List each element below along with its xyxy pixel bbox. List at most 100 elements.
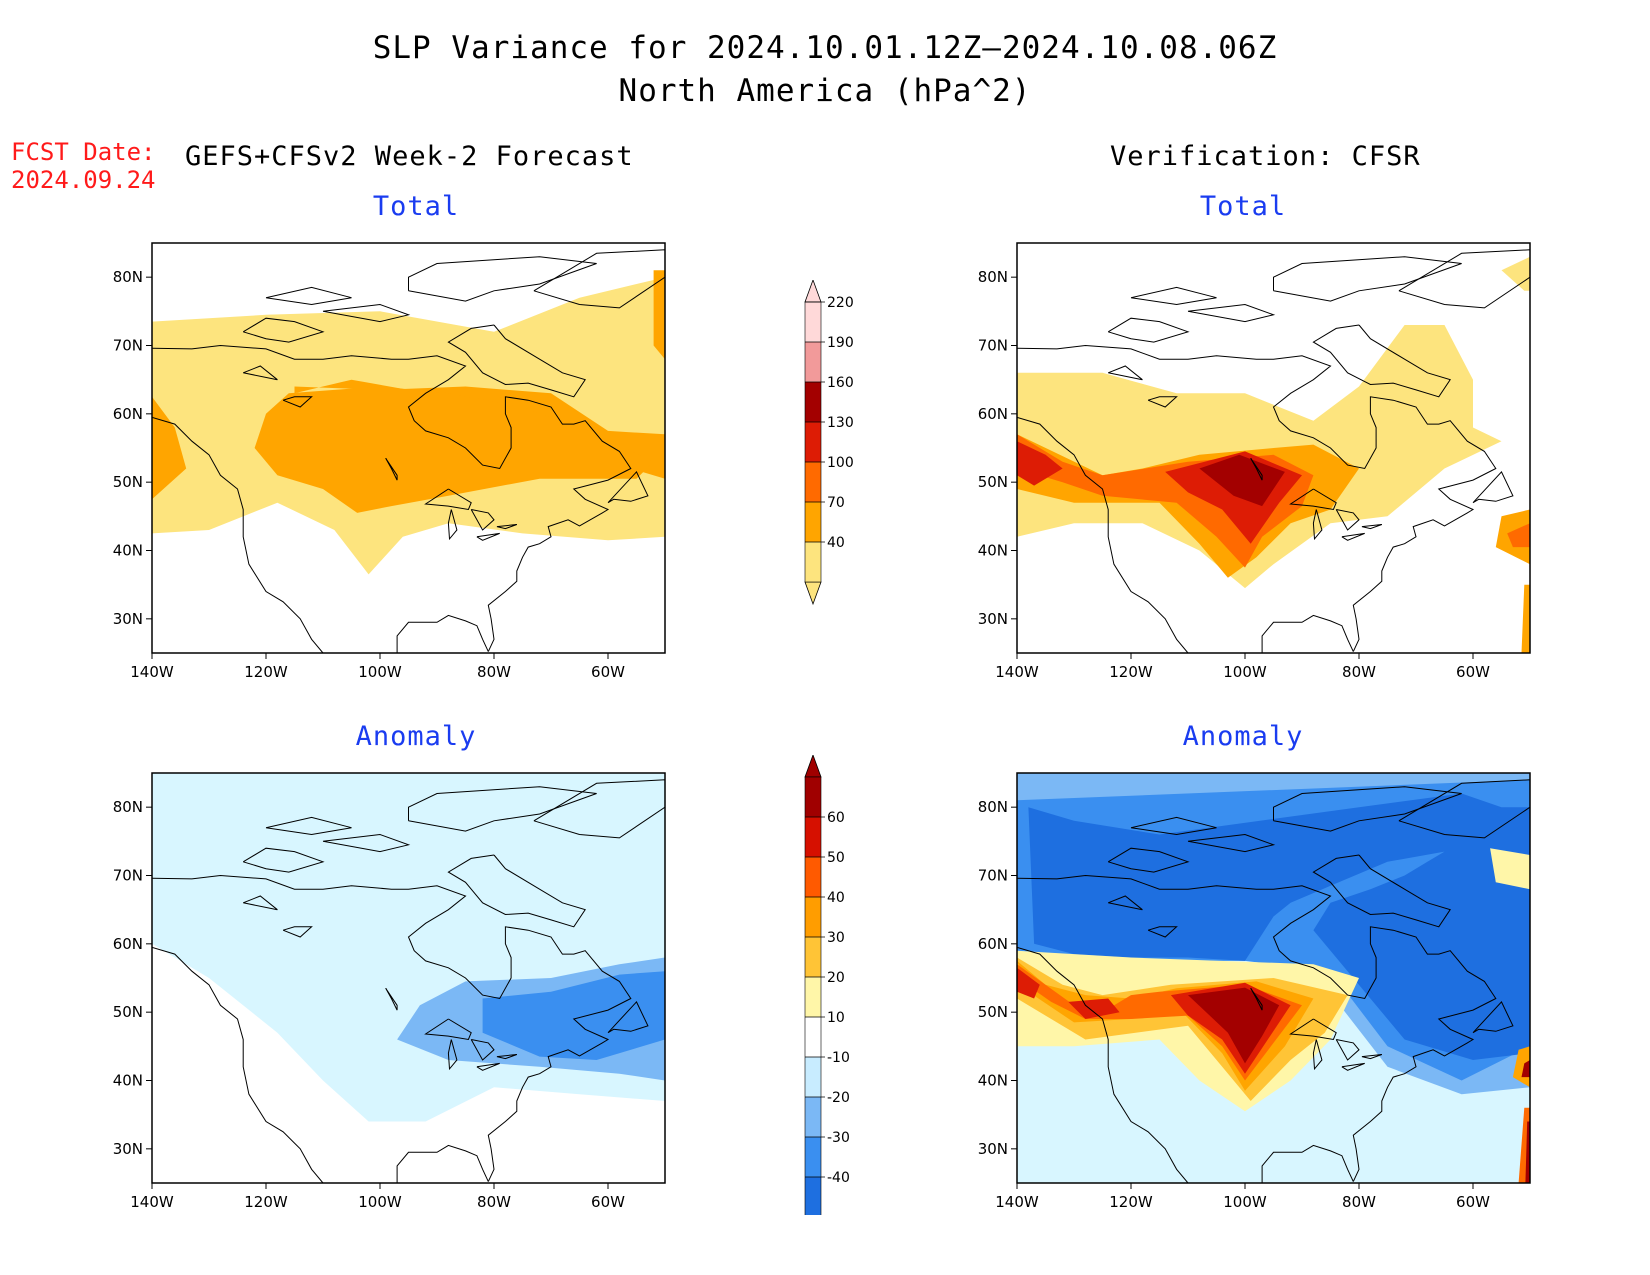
coastline: [1017, 416, 1189, 653]
verification-header: Verification: CFSR: [1110, 141, 1421, 172]
coastline: [242, 317, 325, 343]
coastline: [1017, 874, 1497, 1182]
fill-50-60-mid: [1068, 998, 1120, 1019]
coastline: [1289, 1018, 1337, 1041]
colorbar-swatch: [805, 1097, 821, 1137]
coastline: [385, 988, 398, 1011]
map-panel-verification-anomaly: 140W 120W 100W 80W 60W 80N 70N 60N 50N 40N 30N: [978, 772, 1531, 1211]
lon-tick-label: 120W: [244, 663, 288, 681]
coastline: [1273, 256, 1462, 302]
lat-tick-label: 50N: [113, 1003, 143, 1021]
colorbar-swatch: [805, 1177, 821, 1215]
coastline: [408, 786, 597, 832]
colorbar-swatch: [805, 422, 821, 462]
coastline: [1289, 488, 1337, 511]
ver-total-title: Total: [1199, 191, 1287, 222]
colorbar-label: -30: [827, 1130, 850, 1146]
coastlines: [152, 249, 665, 653]
coastline: [447, 1039, 458, 1071]
lon-tick-label: 120W: [244, 1193, 288, 1211]
lon-tick-label: 80W: [1342, 663, 1376, 681]
fill-above-60-atlantic: [1521, 1060, 1530, 1078]
colorbar-label: -10: [827, 1050, 850, 1066]
colorbar-label: 220: [827, 295, 854, 311]
colorbar-label: 190: [827, 335, 854, 351]
contour-fills: [152, 773, 665, 1122]
coastline: [607, 471, 649, 504]
colorbar-label: 60: [827, 810, 845, 826]
lat-tick-label: 60N: [113, 405, 143, 423]
coastline: [1017, 344, 1497, 652]
lon-tick-label: 100W: [1223, 663, 1267, 681]
plot-frame: [1016, 242, 1531, 654]
colorbar-anomaly: -40 -30 -20 -10 10 20 30 40 50 60: [804, 755, 850, 1215]
lat-tick-label: 60N: [113, 935, 143, 953]
coastline: [1147, 396, 1178, 408]
coastline: [470, 509, 495, 531]
coastline: [1398, 779, 1530, 839]
main-subtitle: North America (hPa^2): [618, 73, 1032, 109]
lon-tick-label: 60W: [1456, 663, 1490, 681]
lat-tick-label: 80N: [978, 798, 1008, 816]
fill-70-100-south: [1521, 584, 1530, 653]
fill-above-60: [1188, 987, 1280, 1064]
lon-tick-label: 60W: [591, 1193, 625, 1211]
fill-10-20-greenland: [1490, 848, 1530, 890]
coastline: [1261, 1144, 1354, 1183]
plot-frame: [1016, 772, 1531, 1184]
main-title: SLP Variance for 2024.10.01.12Z–2024.10.…: [372, 30, 1278, 66]
lon-tick-label: 140W: [995, 663, 1039, 681]
fill-70-100-west: [152, 396, 187, 500]
colorbar-arrow-min: [804, 581, 822, 606]
coastline: [282, 396, 313, 408]
colorbar-swatch: [805, 302, 821, 342]
colorbar-label: 10: [827, 1010, 845, 1026]
colorbar-label: 40: [827, 890, 845, 906]
coastline: [447, 854, 586, 928]
lon-tick-label: 100W: [1223, 1193, 1267, 1211]
lat-tick-label: 30N: [978, 1140, 1008, 1158]
lon-tick-label: 60W: [1456, 1193, 1490, 1211]
coastline: [396, 614, 489, 653]
fcst-total-title: Total: [372, 191, 460, 222]
colorbar-label: 30: [827, 930, 845, 946]
lat-tick-label: 30N: [978, 610, 1008, 628]
coastline: [496, 524, 517, 530]
colorbar-label: -40: [827, 1170, 850, 1186]
coastline: [424, 1018, 472, 1041]
coastline: [1361, 524, 1382, 530]
coastline: [533, 249, 665, 309]
lat-tick-label: 40N: [113, 542, 143, 560]
fcst-date-label: FCST Date:: [11, 138, 156, 166]
coastline: [1108, 895, 1143, 911]
coastline: [1312, 509, 1323, 541]
lon-tick-label: 80W: [477, 663, 511, 681]
fill-70-100: [254, 386, 654, 513]
coastline: [1130, 816, 1217, 836]
colorbar-swatch: [805, 1057, 821, 1097]
coastlines: [1017, 249, 1530, 653]
coastline: [1335, 1039, 1360, 1061]
fill-above-60-south: [1525, 1121, 1530, 1183]
coastline: [1398, 249, 1530, 309]
coastline: [476, 532, 500, 541]
colorbar-swatch: [805, 937, 821, 977]
lon-tick-label: 140W: [130, 663, 174, 681]
colorbar-frame: [804, 776, 822, 1215]
lat-tick-label: 40N: [978, 1072, 1008, 1090]
contour-fills: [1017, 773, 1530, 1183]
lon-tick-label: 60W: [591, 663, 625, 681]
lon-tick-label: 80W: [477, 1193, 511, 1211]
coastline: [265, 816, 352, 836]
lat-tick-label: 70N: [978, 867, 1008, 885]
fill-below-40: [1028, 793, 1530, 1060]
coastlines: [152, 779, 665, 1183]
colorbar-swatch: [805, 1137, 821, 1177]
colorbar-swatch: [805, 897, 821, 937]
coastline: [1341, 1062, 1365, 1071]
colorbar-swatch: [805, 542, 821, 582]
lat-tick-label: 60N: [978, 935, 1008, 953]
colorbar-total: 40 70 100 130 160 190 220: [804, 280, 854, 606]
colorbar-swatch: [805, 502, 821, 542]
colorbar-swatch: [805, 777, 821, 817]
